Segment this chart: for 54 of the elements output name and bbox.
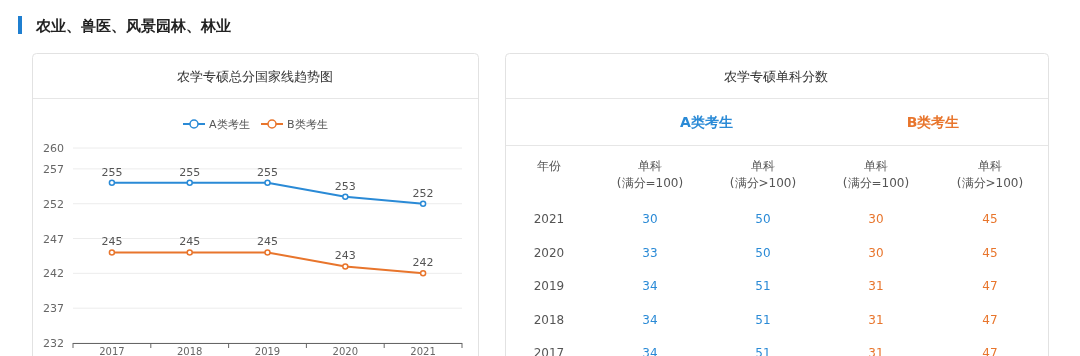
x-tick-label: 2019 [254,346,281,356]
x-tick-label: 2021 [410,346,436,356]
y-tick-label: 257 [43,162,64,176]
y-tick-label: 2018 [533,312,565,327]
data-label: 47 [982,279,998,293]
data-label: 245 [101,235,123,249]
text: B类考生 [906,114,960,130]
data-label: 33 [642,245,658,260]
y-tick-label: 232 [43,337,64,350]
data-label: 253 [334,179,356,193]
x-tick-label: 单科 (满分>100) [956,159,1024,190]
chart-title: 农学专硕单科分数 [724,69,828,84]
y-tick-label: 237 [43,302,64,316]
data-label: 34 [642,312,658,327]
x-tick-label: 2020 [332,346,359,356]
y-tick-label: 2020 [533,245,565,260]
data-label: 30 [642,212,658,226]
data-label: 51 [755,312,771,327]
data-label: 31 [868,312,884,327]
data-label: 50 [755,245,771,260]
data-label: 51 [755,279,771,293]
y-tick-label: 2019 [533,279,565,293]
data-label: 252 [412,186,434,200]
data-label: 30 [868,245,884,260]
y-tick-label: 260 [43,142,64,155]
data-label: 50 [755,212,771,226]
x-tick-label: 2018 [176,346,203,356]
x-tick-label: 2017 [99,346,125,356]
y-tick-label: 242 [43,267,64,281]
data-label: 243 [334,249,356,263]
text: 农业、兽医、风景园林、林业 [35,17,231,35]
data-label: 31 [868,279,884,293]
y-tick-label: 247 [43,232,64,246]
x-tick-label: 单科 (满分=100) [842,159,910,190]
x-tick-label: 单科 (满分=100) [616,159,684,190]
data-label: 45 [982,245,998,260]
data-label: 34 [642,279,658,293]
y-tick-label: 2021 [533,212,565,226]
y-tick-label: 252 [43,197,64,211]
legend-label: B类考生 [287,118,328,131]
data-label: 242 [412,256,434,270]
data-label: 45 [982,212,998,226]
data-label: 245 [179,235,201,249]
data-label: 47 [982,312,998,327]
y-axis-title: 年份 [537,159,561,173]
data-label: 30 [868,212,884,226]
data-label: 255 [257,165,278,179]
x-tick-label: 单科 (满分>100) [729,159,797,190]
text: A类考生 [680,114,733,130]
data-label: 255 [179,165,201,179]
legend-label: A类考生 [209,118,250,131]
data-label: 245 [257,235,278,249]
data-label: 255 [101,165,123,179]
chart-title: 农学专硕总分国家线趋势图 [177,69,333,84]
